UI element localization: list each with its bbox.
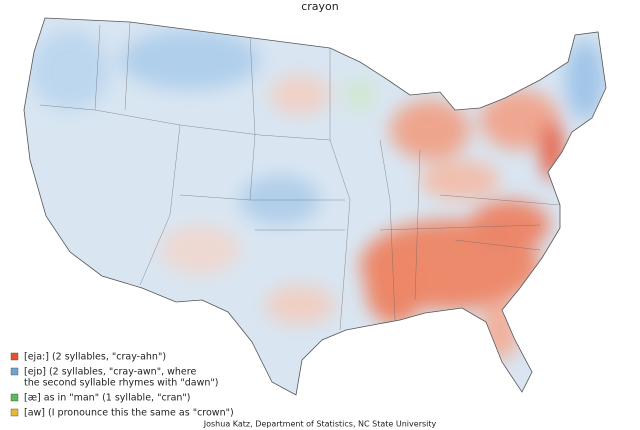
legend-label: the second syllable rhymes with "dawn")	[24, 378, 218, 389]
legend-swatch	[10, 367, 19, 376]
legend-label: [aw] (I pronounce this the same as "crow…	[24, 408, 234, 419]
legend: [eja:] (2 syllables, "cray-ahn") [ejɒ] (2…	[10, 352, 234, 419]
legend-label: [eja:] (2 syllables, "cray-ahn")	[24, 352, 166, 363]
legend-swatch	[10, 352, 19, 361]
legend-swatch	[10, 393, 19, 402]
legend-label: [æ] as in "man" (1 syllable, "cran")	[24, 393, 191, 404]
state-lines	[39, 21, 561, 331]
map-title: crayon	[301, 0, 339, 13]
legend-swatch	[10, 408, 19, 417]
legend-label: [ejɒ] (2 syllables, "cray-awn", where	[24, 367, 196, 378]
credit: Joshua Katz, Department of Statistics, N…	[203, 420, 437, 429]
